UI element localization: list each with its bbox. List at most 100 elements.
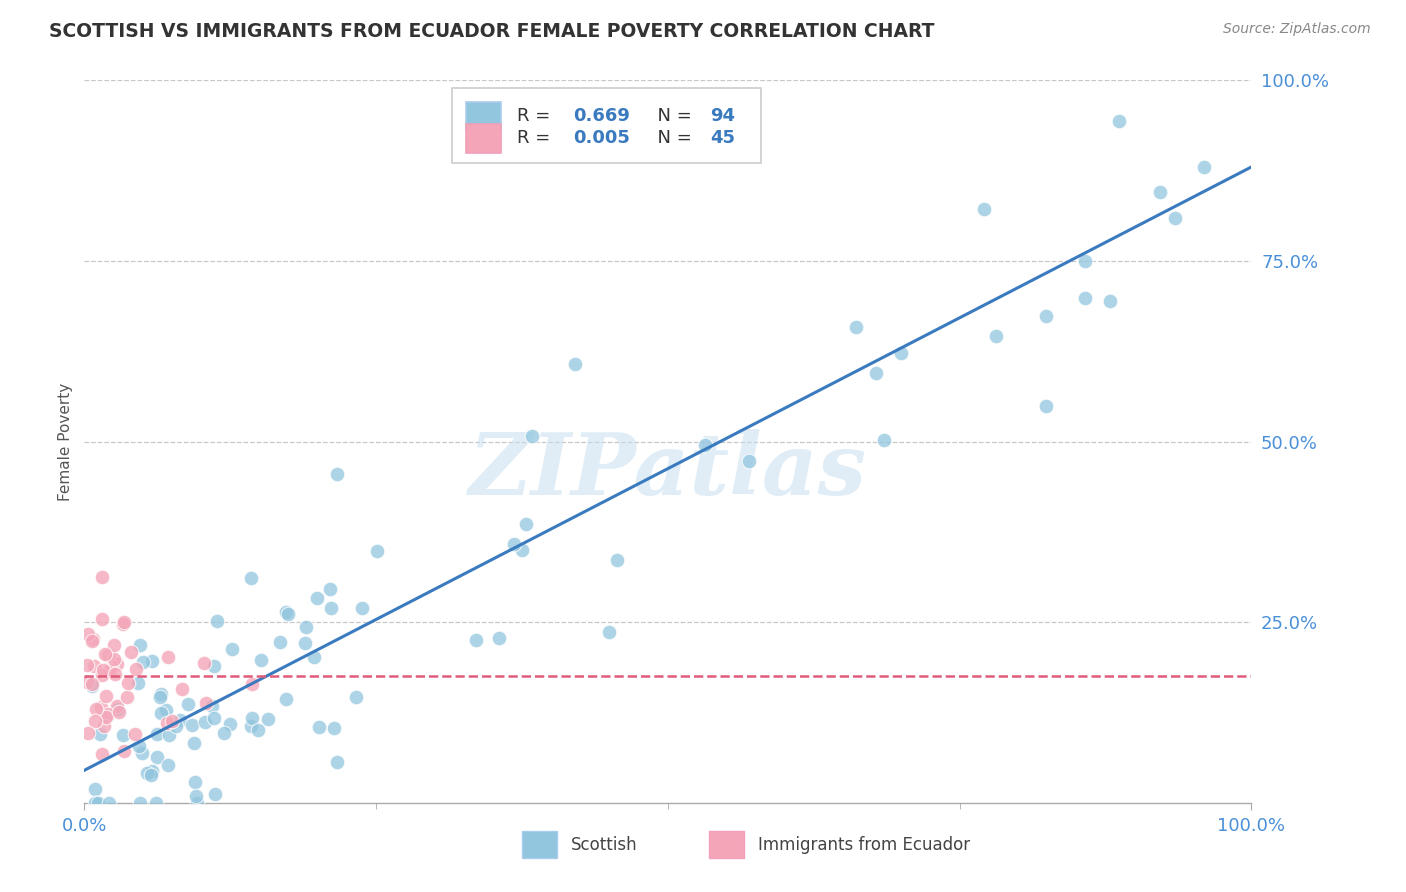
- Point: [598, 624, 620, 639]
- Point: [221, 642, 243, 657]
- Point: [326, 467, 349, 482]
- Point: [112, 615, 135, 630]
- Point: [90, 612, 112, 626]
- Point: [160, 714, 183, 729]
- Point: [117, 676, 139, 690]
- Point: [76, 674, 98, 689]
- Point: [132, 655, 155, 669]
- Point: [510, 542, 533, 557]
- Point: [202, 659, 225, 673]
- Point: [1035, 399, 1057, 413]
- Point: [295, 620, 318, 634]
- Text: R =: R =: [517, 129, 557, 147]
- Point: [124, 727, 146, 741]
- Text: 45: 45: [710, 129, 735, 147]
- Point: [186, 789, 208, 803]
- Point: [135, 766, 157, 780]
- Point: [125, 662, 148, 676]
- Point: [464, 633, 486, 648]
- Text: Source: ZipAtlas.com: Source: ZipAtlas.com: [1223, 22, 1371, 37]
- Point: [77, 627, 100, 641]
- Point: [156, 650, 179, 665]
- Point: [250, 653, 273, 667]
- Point: [308, 720, 330, 734]
- Text: SCOTTISH VS IMMIGRANTS FROM ECUADOR FEMALE POVERTY CORRELATION CHART: SCOTTISH VS IMMIGRANTS FROM ECUADOR FEMA…: [49, 22, 935, 41]
- Point: [302, 649, 325, 664]
- FancyBboxPatch shape: [465, 124, 501, 153]
- Point: [257, 712, 280, 726]
- Text: Immigrants from Ecuador: Immigrants from Ecuador: [758, 836, 970, 854]
- Point: [103, 651, 125, 665]
- Point: [183, 736, 205, 750]
- Point: [865, 366, 887, 380]
- Point: [145, 726, 167, 740]
- Text: Scottish: Scottish: [571, 836, 637, 854]
- Point: [973, 202, 995, 217]
- Point: [240, 571, 263, 585]
- Point: [91, 569, 114, 583]
- Point: [145, 796, 167, 810]
- Text: N =: N =: [645, 129, 697, 147]
- Point: [202, 711, 225, 725]
- Point: [82, 676, 104, 690]
- Point: [986, 329, 1008, 343]
- Point: [169, 713, 191, 727]
- Point: [94, 647, 117, 661]
- Point: [146, 750, 169, 764]
- Point: [240, 719, 263, 733]
- Point: [76, 657, 98, 672]
- Point: [344, 690, 367, 704]
- Point: [845, 319, 868, 334]
- Text: R =: R =: [517, 107, 557, 126]
- Point: [294, 636, 316, 650]
- Point: [84, 796, 107, 810]
- Point: [277, 607, 299, 621]
- Point: [212, 726, 235, 740]
- Point: [93, 719, 115, 733]
- Point: [1074, 292, 1097, 306]
- FancyBboxPatch shape: [709, 831, 744, 858]
- Point: [127, 676, 149, 690]
- Point: [276, 605, 298, 619]
- Point: [103, 638, 125, 652]
- Point: [172, 682, 194, 697]
- Point: [515, 517, 537, 532]
- Text: 0.669: 0.669: [574, 107, 630, 126]
- Point: [120, 645, 142, 659]
- Point: [93, 663, 115, 677]
- Text: N =: N =: [645, 107, 697, 126]
- Point: [90, 700, 112, 714]
- Point: [80, 633, 103, 648]
- Point: [247, 723, 270, 738]
- Point: [157, 728, 180, 742]
- Point: [240, 676, 263, 690]
- Y-axis label: Female Poverty: Female Poverty: [58, 383, 73, 500]
- Point: [319, 582, 342, 597]
- FancyBboxPatch shape: [465, 102, 501, 131]
- Point: [129, 796, 152, 810]
- Point: [150, 687, 173, 701]
- Point: [1099, 294, 1122, 309]
- Point: [149, 690, 172, 704]
- Point: [112, 743, 135, 757]
- Point: [111, 616, 134, 631]
- Point: [141, 654, 163, 668]
- Point: [1149, 185, 1171, 199]
- Point: [83, 714, 105, 728]
- Point: [693, 438, 716, 452]
- Point: [89, 726, 111, 740]
- Point: [186, 796, 208, 810]
- Point: [323, 721, 346, 735]
- Point: [77, 725, 100, 739]
- Point: [84, 782, 107, 797]
- Point: [108, 705, 131, 719]
- Text: 94: 94: [710, 107, 735, 126]
- FancyBboxPatch shape: [522, 831, 557, 858]
- Point: [128, 638, 150, 652]
- Point: [274, 692, 297, 706]
- Text: ZIPatlas: ZIPatlas: [468, 429, 868, 512]
- Point: [1108, 113, 1130, 128]
- Point: [194, 714, 217, 729]
- Point: [90, 667, 112, 681]
- Point: [1035, 309, 1057, 323]
